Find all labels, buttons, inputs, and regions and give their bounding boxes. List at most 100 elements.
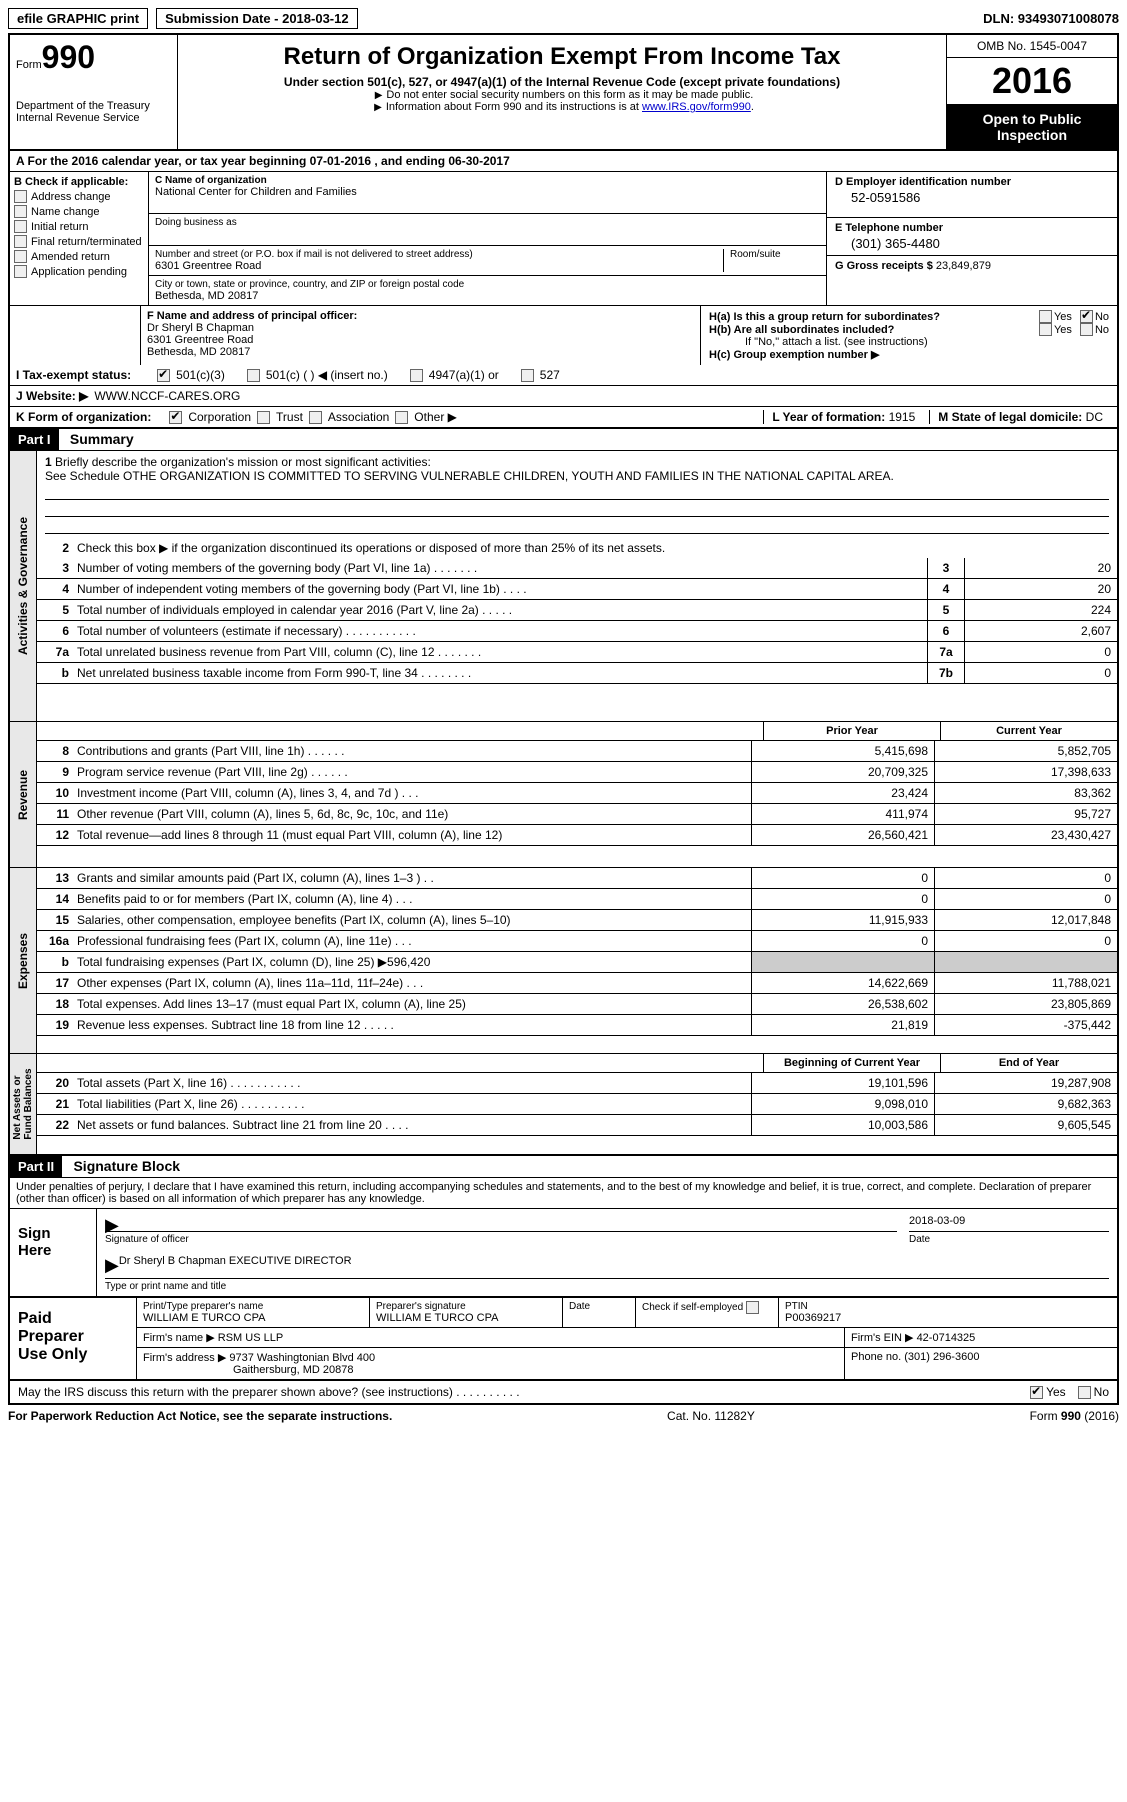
form-label: Form	[16, 59, 42, 71]
room-label: Room/suite	[730, 249, 820, 260]
cb-other[interactable]	[395, 411, 408, 424]
cb-hb-no[interactable]	[1080, 323, 1093, 336]
open-public-2: Inspection	[951, 127, 1113, 143]
open-public-1: Open to Public	[951, 111, 1113, 127]
firm-phone: (301) 296-3600	[904, 1351, 979, 1363]
cb-corp[interactable]	[169, 411, 182, 424]
cb-501c3[interactable]	[157, 369, 170, 382]
irs-link[interactable]: www.IRS.gov/form990	[642, 101, 751, 113]
cb-hb-yes[interactable]	[1039, 323, 1052, 336]
table-row: Total expenses. Add lines 13–17 (must eq…	[73, 994, 751, 1014]
part2-header: Part II	[10, 1156, 62, 1177]
gross-label: G Gross receipts $	[835, 260, 933, 272]
city-label: City or town, state or province, country…	[155, 279, 820, 290]
firm-addr1: 9737 Washingtonian Blvd 400	[229, 1352, 375, 1364]
table-row: Revenue less expenses. Subtract line 18 …	[73, 1015, 751, 1035]
city-state-zip: Bethesda, MD 20817	[155, 290, 820, 302]
sign-label-1: Sign	[18, 1225, 88, 1242]
cb-address-change[interactable]	[14, 190, 27, 203]
website-value: WWW.NCCF-CARES.ORG	[94, 389, 240, 403]
cb-discuss-yes[interactable]	[1030, 1386, 1043, 1399]
table-row: Contributions and grants (Part VIII, lin…	[73, 741, 751, 761]
ein-label: D Employer identification number	[835, 176, 1109, 188]
table-row: Salaries, other compensation, employee b…	[73, 910, 751, 930]
firm-ein: 42-0714325	[917, 1332, 976, 1344]
vtab-revenue: Revenue	[16, 769, 30, 819]
note-ssn: Do not enter social security numbers on …	[386, 89, 753, 101]
note-info: Information about Form 990 and its instr…	[386, 101, 642, 113]
cb-trust[interactable]	[257, 411, 270, 424]
cb-initial-return[interactable]	[14, 220, 27, 233]
ein-value: 52-0591586	[835, 188, 1109, 205]
cb-ha-no[interactable]	[1080, 310, 1093, 323]
table-row: Program service revenue (Part VIII, line…	[73, 762, 751, 782]
table-row: Professional fundraising fees (Part IX, …	[73, 931, 751, 951]
form-subtitle: Under section 501(c), 527, or 4947(a)(1)…	[186, 75, 938, 89]
sig-date-label: Date	[909, 1234, 1109, 1245]
gross-value: 23,849,879	[936, 260, 991, 272]
ptin-value: P00369217	[785, 1312, 1111, 1324]
table-row: Total number of individuals employed in …	[73, 600, 927, 620]
omb-number: OMB No. 1545-0047	[947, 35, 1117, 58]
officer-addr1: 6301 Greentree Road	[147, 334, 694, 346]
cb-4947[interactable]	[410, 369, 423, 382]
website-label: J Website: ▶	[16, 389, 88, 403]
name-title-label: Type or print name and title	[105, 1281, 1109, 1292]
dept-label: Department of the Treasury	[16, 100, 171, 112]
table-row: Total revenue—add lines 8 through 11 (mu…	[73, 825, 751, 845]
table-row: Investment income (Part VIII, column (A)…	[73, 783, 751, 803]
cb-discuss-no[interactable]	[1078, 1386, 1091, 1399]
submission-date: Submission Date - 2018-03-12	[156, 8, 358, 29]
officer-label: F Name and address of principal officer:	[147, 310, 694, 322]
table-row: Benefits paid to or for members (Part IX…	[73, 889, 751, 909]
prep-label-2: Preparer	[18, 1328, 128, 1346]
prior-year-header: Prior Year	[763, 722, 940, 740]
cb-assoc[interactable]	[309, 411, 322, 424]
form-title: Return of Organization Exempt From Incom…	[186, 43, 938, 71]
begin-year-header: Beginning of Current Year	[763, 1054, 940, 1072]
dba-label: Doing business as	[155, 217, 820, 228]
prep-label-1: Paid	[18, 1310, 128, 1328]
preparer-sig: WILLIAM E TURCO CPA	[376, 1312, 556, 1324]
addr-label: Number and street (or P.O. box if mail i…	[155, 249, 723, 260]
cb-527[interactable]	[521, 369, 534, 382]
prep-label-3: Use Only	[18, 1346, 128, 1364]
table-row: Total assets (Part X, line 16) . . . . .…	[73, 1073, 751, 1093]
col-b-label: B Check if applicable:	[14, 176, 144, 188]
firm-name: RSM US LLP	[218, 1332, 283, 1344]
officer-name: Dr Sheryl B Chapman	[147, 322, 694, 334]
cb-501c[interactable]	[247, 369, 260, 382]
phone-value: (301) 365-4480	[835, 234, 1109, 251]
line16b-text: Total fundraising expenses (Part IX, col…	[73, 952, 751, 972]
cb-pending[interactable]	[14, 265, 27, 278]
cb-final-return[interactable]	[14, 235, 27, 248]
hc-label: H(c) Group exemption number ▶	[709, 348, 1109, 361]
table-row: Number of independent voting members of …	[73, 579, 927, 599]
part2-title: Signature Block	[65, 1158, 180, 1174]
hb-label: H(b) Are all subordinates included?	[709, 324, 1039, 336]
line2-text: Check this box ▶ if the organization dis…	[77, 541, 665, 555]
table-row: Total unrelated business revenue from Pa…	[73, 642, 927, 662]
year-formation: 1915	[889, 410, 916, 424]
table-row: Number of voting members of the governin…	[73, 558, 927, 578]
cb-name-change[interactable]	[14, 205, 27, 218]
table-row: Total liabilities (Part X, line 26) . . …	[73, 1094, 751, 1114]
efile-button[interactable]: efile GRAPHIC print	[8, 8, 148, 29]
form-header: Form990 Department of the Treasury Inter…	[8, 33, 1119, 151]
street-address: 6301 Greentree Road	[155, 260, 723, 272]
table-row: Net assets or fund balances. Subtract li…	[73, 1115, 751, 1135]
vtab-expenses: Expenses	[16, 932, 30, 988]
end-year-header: End of Year	[940, 1054, 1117, 1072]
dln: DLN: 93493071008078	[983, 11, 1119, 26]
vtab-governance: Activities & Governance	[16, 517, 30, 655]
hb-note: If "No," attach a list. (see instruction…	[709, 336, 1109, 348]
preparer-name: WILLIAM E TURCO CPA	[143, 1312, 363, 1324]
discuss-text: May the IRS discuss this return with the…	[18, 1385, 520, 1399]
cb-ha-yes[interactable]	[1039, 310, 1052, 323]
cb-amended[interactable]	[14, 250, 27, 263]
org-name: National Center for Children and Familie…	[155, 186, 820, 198]
ha-label: H(a) Is this a group return for subordin…	[709, 311, 1039, 323]
cb-self-employed[interactable]	[746, 1301, 759, 1314]
name-label: C Name of organization	[155, 175, 267, 186]
table-row: Net unrelated business taxable income fr…	[73, 663, 927, 683]
